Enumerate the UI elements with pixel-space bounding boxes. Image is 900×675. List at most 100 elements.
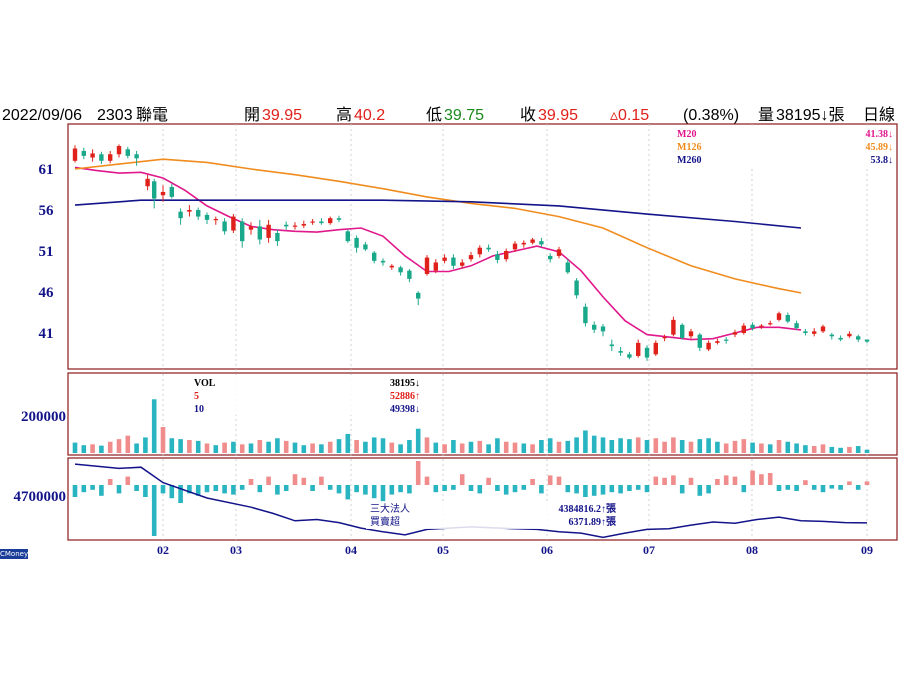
net-buy-sell-bar	[767, 473, 773, 485]
candle-body	[266, 224, 271, 238]
net-buy-sell-bar	[389, 485, 395, 495]
net-buy-sell-bar	[116, 485, 122, 494]
volume-bar	[723, 443, 729, 453]
net-buy-sell-bar	[565, 485, 571, 493]
volume-bar	[389, 442, 395, 453]
volume-bar	[609, 440, 615, 453]
volume-bar	[662, 441, 667, 453]
candle-body	[838, 337, 843, 340]
volume-bar	[547, 438, 553, 453]
candle-body	[240, 221, 245, 242]
volume-bar	[398, 444, 403, 453]
net-buy-sell-bar	[424, 476, 430, 485]
candle-body	[416, 292, 421, 299]
net-buy-sell-bar	[512, 485, 518, 493]
candle-body	[301, 223, 306, 226]
candle-body	[231, 216, 236, 231]
candle-body	[204, 214, 210, 220]
legend-net-value: 6371.89↑張	[569, 516, 618, 528]
candle-body	[398, 267, 403, 273]
volume-bar	[222, 442, 227, 453]
candle-body	[671, 319, 676, 335]
legend-ma10-label: 10	[194, 404, 204, 415]
header-change-pct: (0.38%)	[683, 107, 740, 124]
net-buy-sell-bar	[864, 481, 870, 485]
candle-body	[354, 237, 359, 248]
candle-body	[768, 323, 773, 325]
legend-m20-label: M20	[677, 129, 696, 140]
net-buy-sell-bar	[855, 485, 861, 490]
volume-bar	[759, 443, 764, 453]
candle-body	[424, 257, 430, 274]
legend-ma5-value: 52886↑	[390, 391, 420, 402]
volume-bar	[600, 437, 606, 453]
candle-body	[152, 181, 157, 199]
net-buy-sell-bar	[336, 485, 342, 494]
net-buy-sell-bar	[794, 485, 799, 491]
header-volume-value: 38195↓張	[776, 107, 845, 124]
net-buy-sell-bar	[125, 476, 131, 485]
candle-body	[820, 326, 826, 332]
net-buy-sell-bar	[451, 485, 456, 490]
candle-body	[187, 210, 192, 212]
header-open-value: 39.95	[262, 107, 303, 124]
candle-body	[644, 347, 650, 358]
candle-body	[451, 257, 456, 266]
net-buy-sell-bar	[600, 485, 606, 495]
volume-bar	[319, 444, 324, 453]
legend-ma5-label: 5	[194, 391, 199, 402]
volume-bar	[486, 444, 491, 453]
volume-bar	[706, 438, 711, 453]
net-buy-sell-bar	[292, 474, 298, 485]
volume-bar	[530, 444, 535, 453]
net-buy-sell-bar	[398, 485, 403, 493]
x-tick-03: 03	[230, 543, 242, 557]
candle-body	[724, 339, 729, 341]
candle-body	[574, 280, 579, 296]
volume-bar	[644, 440, 650, 453]
legend-inst-value: 4384816.2↑張	[559, 503, 618, 515]
volume-bar	[776, 440, 782, 453]
net-buy-sell-bar	[415, 461, 421, 485]
net-buy-sell-bar	[178, 485, 183, 503]
net-buy-sell-bar	[697, 485, 703, 496]
candle-body	[90, 153, 95, 158]
net-buy-sell-bar	[204, 485, 210, 493]
volume-bar	[143, 437, 148, 453]
net-buy-sell-bar	[723, 475, 729, 485]
candle-body	[292, 225, 298, 227]
candle-body	[196, 210, 201, 217]
header-code: 2303	[97, 107, 133, 124]
header-high-label: 高	[336, 107, 353, 124]
net-buy-sell-bar	[345, 485, 351, 500]
candle-body	[460, 262, 465, 266]
header-date: 2022/09/06	[2, 107, 83, 124]
net-buy-sell-bar	[301, 477, 307, 485]
y-tick-61: 61	[39, 162, 54, 178]
candle-body	[372, 252, 377, 261]
volume-bar	[107, 441, 113, 453]
y-tick-institutional: 4700000	[14, 489, 67, 505]
x-tick-06: 06	[541, 543, 553, 557]
price-legend-bg	[674, 126, 895, 168]
net-buy-sell-bar	[829, 485, 835, 489]
candle-body	[864, 339, 870, 342]
ma-line-m126	[74, 158, 802, 294]
net-buy-sell-bar	[574, 485, 579, 494]
volume-panel-frame	[67, 372, 898, 456]
volume-bar	[433, 442, 439, 453]
volume-bar	[371, 437, 377, 453]
candle-body	[468, 255, 474, 260]
x-tick-02: 02	[157, 543, 169, 557]
candle-body	[548, 255, 553, 260]
net-buy-sell-bar	[407, 485, 412, 494]
y-tick-46: 46	[39, 285, 55, 301]
candle-body	[363, 244, 368, 250]
y-tick-41: 41	[39, 326, 54, 342]
volume-bar	[477, 440, 483, 453]
candle-body	[565, 262, 570, 273]
candle-body	[609, 344, 614, 347]
candle-body	[108, 154, 113, 161]
net-buy-sell-bar	[195, 485, 201, 496]
